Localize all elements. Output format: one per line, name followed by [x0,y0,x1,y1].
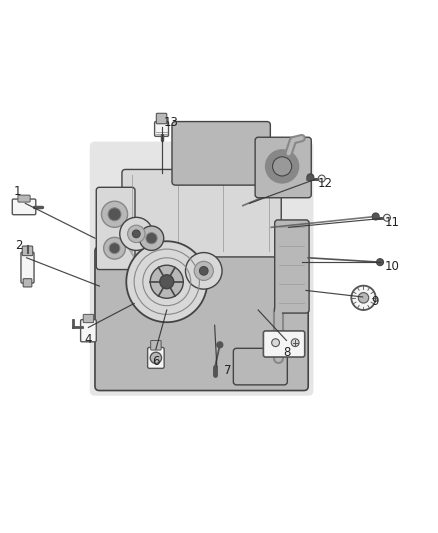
Circle shape [146,232,157,244]
FancyBboxPatch shape [21,252,34,283]
Circle shape [372,213,379,220]
Text: 8: 8 [283,346,290,359]
Circle shape [351,286,376,310]
Text: 4: 4 [85,333,92,346]
Circle shape [150,352,162,364]
FancyBboxPatch shape [151,341,161,350]
Circle shape [384,214,391,221]
Text: 9: 9 [371,295,378,308]
FancyBboxPatch shape [22,246,33,256]
Circle shape [272,339,279,346]
Circle shape [377,259,384,265]
FancyBboxPatch shape [81,320,96,342]
FancyBboxPatch shape [156,114,167,124]
Circle shape [109,243,120,254]
Text: 12: 12 [318,177,333,190]
Circle shape [160,275,174,289]
FancyBboxPatch shape [275,220,309,313]
Circle shape [291,339,299,346]
Circle shape [307,174,314,181]
Circle shape [120,217,153,251]
Circle shape [108,208,121,221]
FancyBboxPatch shape [83,314,94,322]
Circle shape [217,342,223,348]
FancyBboxPatch shape [233,349,287,385]
Circle shape [185,253,222,289]
Circle shape [126,241,207,322]
Circle shape [194,261,213,280]
FancyBboxPatch shape [23,279,32,287]
Circle shape [127,225,145,243]
Circle shape [150,265,184,298]
FancyBboxPatch shape [255,137,311,198]
Text: 11: 11 [385,216,400,230]
Text: 1: 1 [14,185,21,198]
FancyBboxPatch shape [155,122,169,136]
Circle shape [132,230,140,238]
Circle shape [265,150,299,183]
Circle shape [102,201,127,228]
FancyBboxPatch shape [18,195,30,202]
FancyBboxPatch shape [148,348,164,368]
Text: 6: 6 [152,355,159,368]
Circle shape [139,226,164,251]
FancyBboxPatch shape [95,247,308,391]
Circle shape [272,157,292,176]
Text: 10: 10 [385,260,399,273]
FancyBboxPatch shape [90,142,314,396]
FancyBboxPatch shape [96,187,135,270]
FancyBboxPatch shape [12,199,36,215]
FancyBboxPatch shape [122,169,281,257]
Circle shape [104,237,125,259]
Circle shape [199,266,208,275]
Circle shape [358,293,369,303]
Text: 7: 7 [224,365,231,377]
Text: 2: 2 [15,239,22,252]
FancyBboxPatch shape [172,122,270,185]
FancyBboxPatch shape [263,331,305,357]
Circle shape [318,175,325,182]
Text: 13: 13 [164,116,179,130]
